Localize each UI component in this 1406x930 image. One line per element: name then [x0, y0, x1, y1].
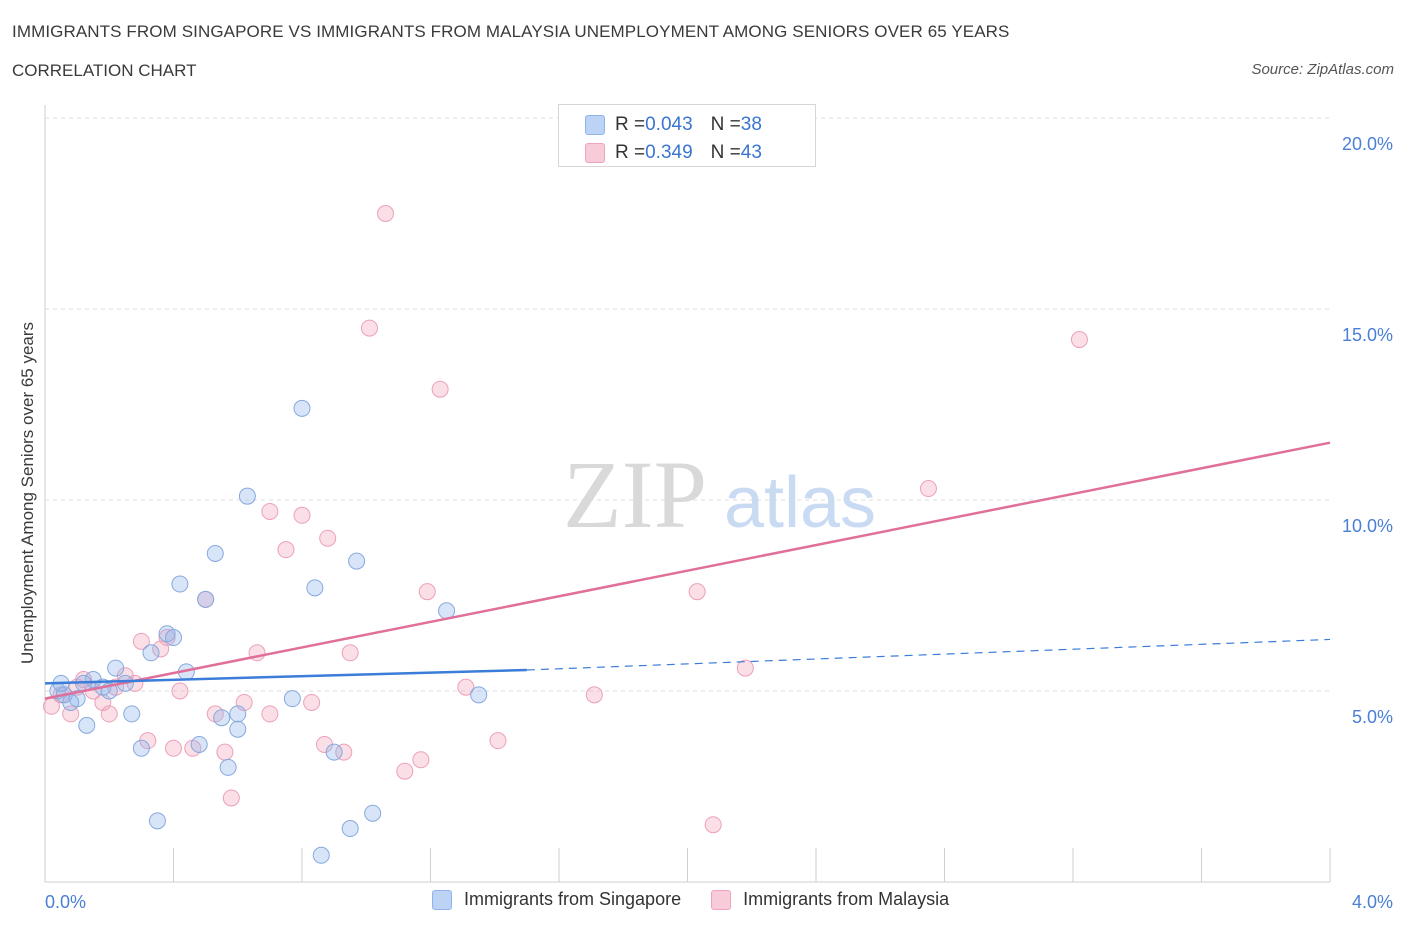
- data-point-singapore: [325, 743, 343, 761]
- legend-row-malaysia: R = 0.349 N = 43: [585, 141, 762, 165]
- data-point-malaysia: [319, 529, 337, 547]
- series-singapore-points: [49, 399, 488, 864]
- source-note: Source: ZipAtlas.com: [1251, 61, 1394, 78]
- data-point-singapore: [213, 709, 231, 727]
- data-point-malaysia: [132, 632, 150, 650]
- data-point-malaysia: [100, 705, 118, 723]
- data-point-malaysia: [396, 762, 414, 780]
- tick-labels: 5.0% 10.0% 15.0% 20.0% 0.0% 4.0%: [45, 134, 1393, 912]
- data-point-singapore: [219, 758, 237, 776]
- legend-row-singapore: R = 0.043 N = 38: [585, 113, 762, 137]
- data-point-singapore: [229, 720, 247, 738]
- x-tick-label: 4.0%: [1352, 892, 1393, 912]
- data-point-singapore: [190, 735, 208, 753]
- legend-swatch-singapore: [432, 889, 452, 910]
- watermark-atlas: atlas: [724, 463, 876, 543]
- data-point-malaysia: [1070, 331, 1088, 349]
- legend-n-value: 38: [740, 114, 762, 135]
- data-point-malaysia: [158, 629, 176, 647]
- data-point-malaysia: [688, 583, 706, 601]
- data-point-malaysia: [303, 693, 321, 711]
- data-point-malaysia: [457, 678, 475, 696]
- data-point-malaysia: [277, 541, 295, 559]
- data-point-singapore: [171, 575, 189, 593]
- data-point-malaysia: [489, 732, 507, 750]
- chart-subtitle: CORRELATION CHART: [12, 61, 197, 80]
- data-point-malaysia: [261, 705, 279, 723]
- data-point-singapore: [197, 590, 215, 608]
- data-point-malaysia: [341, 644, 359, 662]
- data-point-malaysia: [919, 480, 937, 498]
- axes: [44, 105, 1331, 883]
- data-point-singapore: [229, 705, 247, 723]
- data-point-singapore: [142, 644, 160, 662]
- data-point-singapore: [238, 487, 256, 505]
- y-tick-label: 10.0%: [1342, 516, 1393, 536]
- legend-n-value: 43: [740, 142, 762, 163]
- data-point-malaysia: [585, 686, 603, 704]
- data-point-malaysia: [216, 743, 234, 761]
- data-point-malaysia: [431, 380, 449, 398]
- series-legend: Immigrants from Singapore Immigrants fro…: [432, 889, 979, 910]
- data-point-singapore: [364, 804, 382, 822]
- data-point-singapore: [107, 659, 125, 677]
- y-tick-label: 20.0%: [1342, 134, 1393, 154]
- data-point-singapore: [348, 552, 366, 570]
- data-point-singapore: [283, 690, 301, 708]
- trend-lines: [44, 441, 1331, 700]
- data-point-malaysia: [704, 816, 722, 834]
- data-point-singapore: [293, 399, 311, 417]
- legend-r-label: R =: [615, 114, 646, 135]
- legend-swatch-malaysia: [585, 143, 605, 163]
- legend-r-value: 0.043: [645, 114, 693, 135]
- data-point-malaysia: [377, 205, 395, 222]
- data-point-malaysia: [412, 751, 430, 769]
- chart-title: IMMIGRANTS FROM SINGAPORE VS IMMIGRANTS …: [12, 22, 1010, 41]
- data-point-singapore: [123, 705, 141, 723]
- trend-line-singapore: [44, 668, 527, 685]
- trend-line-malaysia: [44, 441, 1331, 700]
- legend-label-malaysia: Immigrants from Malaysia: [743, 889, 950, 909]
- grid-lines: [45, 117, 1330, 692]
- legend-n-label: N =: [710, 114, 741, 135]
- data-point-malaysia: [165, 739, 182, 757]
- data-point-malaysia: [293, 506, 311, 524]
- watermark: ZIP atlas: [563, 441, 876, 548]
- y-tick-label: 5.0%: [1352, 707, 1393, 727]
- legend-r-label: R =: [615, 142, 646, 163]
- legend-n-label: N =: [710, 142, 741, 163]
- legend-r-value: 0.349: [645, 142, 693, 163]
- watermark-zip: ZIP: [563, 441, 707, 548]
- series-malaysia-points: [42, 205, 1088, 834]
- y-tick-label: 15.0%: [1342, 325, 1393, 345]
- data-point-singapore: [306, 579, 324, 597]
- data-point-singapore: [341, 820, 359, 838]
- legend-label-singapore: Immigrants from Singapore: [464, 889, 682, 909]
- data-point-malaysia: [171, 682, 189, 700]
- data-point-malaysia: [418, 583, 436, 601]
- data-point-singapore: [148, 812, 166, 830]
- data-point-singapore: [62, 693, 80, 711]
- y-axis-label: Unemployment Among Seniors over 65 years: [18, 321, 37, 665]
- data-point-singapore: [312, 846, 330, 864]
- data-point-malaysia: [335, 743, 353, 761]
- data-point-malaysia: [736, 659, 754, 677]
- legend-item-malaysia[interactable]: Immigrants from Malaysia: [711, 889, 949, 910]
- trend-line-singapore-extension: [526, 638, 1331, 671]
- data-point-singapore: [206, 544, 224, 562]
- data-point-singapore: [470, 686, 488, 704]
- x-tick-label: 0.0%: [45, 892, 86, 912]
- correlation-legend: R = 0.043 N = 38 R = 0.349 N = 43: [558, 104, 816, 167]
- data-point-malaysia: [261, 502, 279, 520]
- data-point-singapore: [78, 716, 96, 734]
- legend-item-singapore[interactable]: Immigrants from Singapore: [432, 889, 681, 910]
- data-point-singapore: [165, 629, 182, 647]
- legend-swatch-malaysia: [711, 889, 732, 910]
- data-point-singapore: [132, 739, 150, 757]
- legend-swatch-singapore: [585, 115, 605, 135]
- data-point-malaysia: [360, 319, 378, 337]
- data-point-malaysia: [222, 789, 240, 807]
